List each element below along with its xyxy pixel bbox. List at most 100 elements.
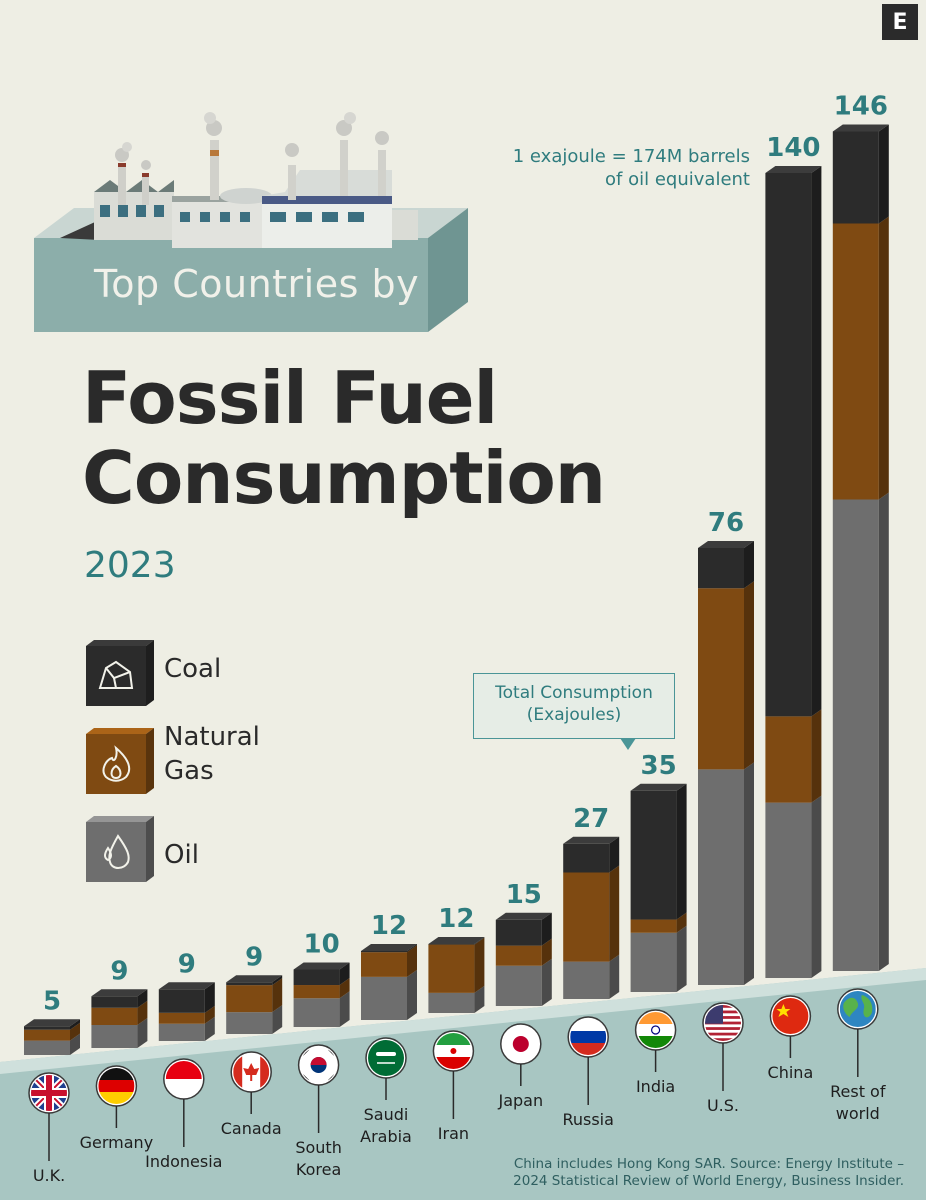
bar-segment-coal — [24, 1019, 80, 1030]
bar-segment-natural-gas — [158, 1005, 215, 1024]
category-label: Japan — [497, 1091, 543, 1110]
russia-flag-icon — [567, 1016, 609, 1058]
category-label: Canada — [221, 1119, 282, 1138]
bar-segment-coal — [361, 944, 417, 953]
data-label: 5 — [43, 986, 61, 1016]
bar-top-face — [630, 783, 687, 791]
category-label: Rest of — [830, 1082, 886, 1101]
category-label: Saudi — [364, 1105, 409, 1124]
bar-segment-oil — [24, 1033, 80, 1055]
total-consumption-callout: Total Consumption (Exajoules) — [473, 673, 675, 739]
title-line-2: Consumption — [82, 436, 606, 520]
category-label: India — [636, 1077, 675, 1096]
bar-segment-oil — [428, 985, 485, 1013]
data-label: 12 — [371, 911, 407, 941]
bar-segment-oil — [91, 1018, 148, 1048]
bar-segment-natural-gas — [91, 1000, 148, 1025]
bar-segment-coal — [563, 836, 620, 873]
saudi-arabia-flag-icon — [365, 1037, 407, 1079]
source-line-1: China includes Hong Kong SAR. Source: En… — [513, 1156, 904, 1172]
bar-top-face — [698, 541, 754, 548]
category-label: Korea — [296, 1160, 341, 1179]
bar-top-face — [158, 982, 215, 990]
legend-swatches — [86, 640, 154, 882]
category-label: Russia — [562, 1110, 613, 1129]
chart-title: Fossil Fuel Consumption — [82, 358, 606, 520]
category-label: Iran — [438, 1124, 469, 1143]
bar-top-face — [765, 166, 822, 173]
bar-segment-oil — [293, 991, 350, 1027]
data-label: 9 — [178, 949, 196, 979]
bar-segment-natural-gas — [495, 938, 552, 966]
data-label: 12 — [438, 904, 474, 934]
legend-label-natural-gas: Natural Gas — [164, 720, 260, 788]
legend-label-coal: Coal — [164, 654, 222, 684]
ground-strip — [0, 968, 926, 1200]
bar-segment-oil — [361, 969, 417, 1020]
source-line-2: 2024 Statistical Review of World Energy,… — [513, 1173, 904, 1189]
callout-line-1: Total Consumption — [495, 683, 653, 703]
bar-segment-natural-gas — [428, 937, 485, 993]
bar-segment-natural-gas — [698, 581, 754, 770]
bar-segment-natural-gas — [832, 216, 889, 500]
bar-india: 35 India — [630, 751, 687, 1096]
source-note: China includes Hong Kong SAR. Source: En… — [513, 1156, 904, 1190]
flame-icon — [102, 745, 131, 782]
bar-rest-of-world: 146 Rest of world — [830, 92, 889, 1123]
bar-saudi-arabia: 12 Saudi Arabia — [360, 911, 417, 1146]
bar-top-face — [428, 937, 485, 944]
category-label: Arabia — [360, 1127, 412, 1146]
bar-segment-coal — [765, 166, 822, 717]
bar-canada: 9 Canada — [221, 942, 283, 1138]
bar-segment-coal — [293, 962, 350, 986]
bar-segment-natural-gas — [765, 709, 822, 803]
bar-russia: 27 Russia — [562, 804, 620, 1129]
factory-illustration — [60, 112, 418, 248]
bar-segment-natural-gas — [630, 912, 687, 933]
droplet-icon — [104, 834, 130, 869]
data-label: 35 — [641, 751, 677, 781]
world-globe-icon — [837, 988, 879, 1030]
callout-tail — [620, 738, 636, 750]
bar-segment-oil — [698, 762, 754, 985]
data-label: 10 — [304, 930, 340, 960]
data-label: 9 — [245, 942, 263, 972]
chart-year: 2023 — [84, 545, 176, 586]
legend-label-natural-gas-line-1: Natural — [164, 722, 260, 752]
bar-top-face — [832, 124, 889, 132]
bar-segment-coal — [832, 124, 889, 224]
ground-edge — [0, 968, 926, 1074]
callout-line-2: (Exajoules) — [526, 705, 622, 725]
bar-u-k-: 5 U.K. — [24, 986, 80, 1185]
legend-swatch-natural-gas — [86, 728, 154, 794]
data-label: 9 — [110, 956, 128, 986]
bar-segment-coal — [495, 912, 552, 946]
category-label: China — [768, 1063, 814, 1082]
uk-flag-icon — [28, 1072, 70, 1114]
bar-segment-coal — [158, 982, 215, 1013]
legend-label-natural-gas-line-2: Gas — [164, 756, 214, 786]
legend-label-oil: Oil — [164, 840, 199, 870]
iran-flag-icon — [432, 1030, 475, 1072]
bar-indonesia: 9 Indonesia — [145, 949, 222, 1171]
legend-swatch-coal — [86, 640, 154, 706]
bar-segment-coal — [428, 937, 485, 945]
south-korea-flag-icon — [297, 1044, 340, 1086]
bar-top-face — [226, 975, 283, 983]
category-label: U.S. — [707, 1096, 739, 1115]
bar-segment-oil — [226, 1005, 283, 1034]
bar-segment-oil — [765, 795, 822, 978]
data-label: 140 — [766, 133, 820, 163]
bar-japan: 15 Japan — [495, 880, 552, 1110]
category-label: U.K. — [33, 1166, 65, 1185]
unit-note-line-1: 1 exajoule = 174M barrels — [512, 146, 750, 167]
category-label: Germany — [80, 1133, 154, 1152]
bar-top-face — [293, 962, 350, 970]
bar-segment-coal — [630, 783, 687, 920]
bar-segment-coal — [91, 989, 148, 1008]
japan-flag-icon — [500, 1023, 542, 1065]
indonesia-flag-icon — [163, 1058, 205, 1100]
bar-segment-natural-gas — [563, 865, 620, 962]
bar-segment-oil — [563, 954, 620, 999]
coal-icon — [98, 660, 134, 689]
